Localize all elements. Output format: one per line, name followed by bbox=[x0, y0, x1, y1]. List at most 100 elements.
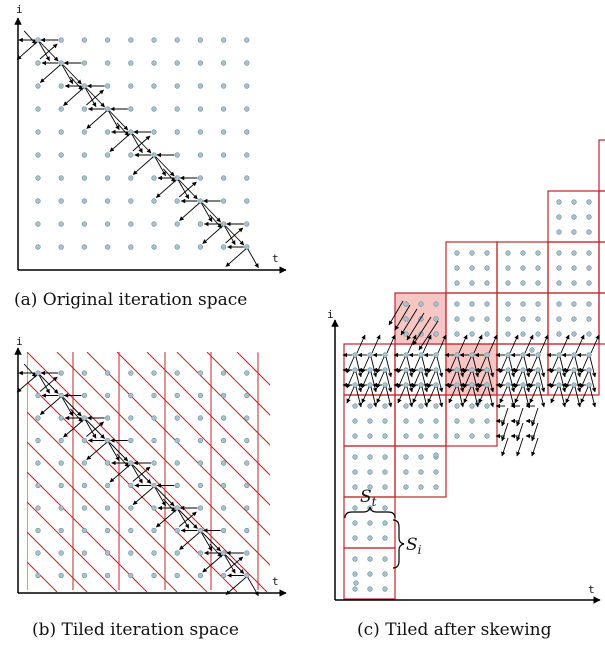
iteration-point bbox=[418, 433, 424, 439]
iteration-point bbox=[403, 316, 409, 322]
iteration-point bbox=[81, 572, 87, 579]
panel-b-tile-boundaries bbox=[27, 352, 270, 592]
dependence-arrow bbox=[457, 356, 465, 378]
dependence-arrow bbox=[39, 43, 58, 60]
tile-diagonal-boundary bbox=[146, 352, 270, 592]
iteration-point bbox=[35, 505, 41, 511]
iteration-point bbox=[35, 221, 41, 227]
iteration-point bbox=[367, 403, 373, 409]
iteration-point bbox=[81, 505, 87, 511]
iteration-point bbox=[35, 550, 41, 556]
iteration-point bbox=[104, 415, 111, 421]
iteration-point bbox=[174, 415, 180, 421]
iteration-point bbox=[367, 352, 373, 358]
iteration-point bbox=[58, 60, 64, 66]
iteration-point bbox=[244, 482, 250, 489]
iteration-point bbox=[382, 520, 388, 526]
iteration-point bbox=[484, 433, 490, 439]
iteration-point bbox=[174, 437, 180, 444]
iteration-point bbox=[244, 106, 250, 112]
iteration-point bbox=[571, 229, 577, 235]
iteration-point bbox=[128, 460, 134, 466]
iteration-point bbox=[244, 505, 250, 511]
iteration-point bbox=[104, 198, 111, 204]
dependence-arrow bbox=[370, 356, 378, 378]
dependence-arrow bbox=[385, 386, 393, 408]
iteration-point bbox=[367, 535, 373, 541]
iteration-point bbox=[58, 460, 64, 466]
dependence-arrow bbox=[421, 356, 429, 378]
iteration-point bbox=[197, 370, 203, 376]
dependence-arrow bbox=[407, 334, 417, 354]
iteration-point bbox=[571, 331, 577, 337]
dependence-arrow bbox=[400, 308, 418, 336]
iteration-point bbox=[221, 550, 227, 556]
iteration-point bbox=[556, 250, 562, 256]
panel-c-tiled-after-skewing: i t St Si bbox=[327, 139, 605, 604]
iteration-point bbox=[174, 60, 180, 66]
dependence-arrow bbox=[538, 386, 546, 408]
iteration-point bbox=[58, 221, 64, 227]
iteration-point bbox=[505, 316, 511, 322]
dependence-arrow bbox=[531, 422, 539, 442]
dependence-arrow bbox=[177, 509, 190, 529]
iteration-point bbox=[81, 129, 87, 135]
iteration-point bbox=[484, 418, 490, 424]
dependence-arrow bbox=[16, 374, 38, 393]
iteration-point bbox=[197, 437, 203, 444]
dependence-arrow bbox=[109, 442, 129, 462]
iteration-point bbox=[352, 586, 358, 592]
panel-c-y-axis-label: i bbox=[327, 308, 334, 321]
dependence-arrow bbox=[116, 453, 130, 468]
iteration-point bbox=[221, 221, 227, 227]
iteration-point bbox=[58, 505, 64, 511]
iteration-point bbox=[484, 367, 490, 373]
iteration-point bbox=[128, 106, 134, 112]
tile-diagonal-boundary bbox=[116, 352, 270, 592]
iteration-point bbox=[352, 505, 358, 511]
iteration-point bbox=[367, 454, 373, 460]
iteration-point bbox=[151, 106, 157, 112]
dependence-arrow bbox=[109, 133, 131, 152]
iteration-point bbox=[81, 221, 87, 227]
iteration-point bbox=[556, 265, 562, 271]
iteration-point bbox=[454, 265, 460, 271]
iteration-point bbox=[128, 60, 134, 66]
dependence-arrow bbox=[132, 156, 154, 175]
iteration-point bbox=[352, 469, 358, 475]
iteration-point bbox=[535, 301, 541, 307]
dependence-arrow bbox=[155, 487, 175, 507]
iteration-point bbox=[58, 550, 64, 556]
iteration-point bbox=[221, 244, 227, 250]
dependence-arrow bbox=[39, 64, 61, 83]
dependence-arrow bbox=[560, 334, 570, 354]
iteration-point bbox=[151, 83, 157, 89]
iteration-point bbox=[469, 265, 475, 271]
iteration-point bbox=[586, 214, 592, 220]
iteration-point bbox=[469, 403, 475, 409]
iteration-point bbox=[104, 175, 111, 181]
iteration-point bbox=[35, 244, 41, 250]
iteration-point bbox=[104, 505, 111, 511]
panel-b-points bbox=[35, 370, 250, 579]
iteration-point bbox=[433, 367, 439, 373]
tile-diagonal-boundary bbox=[27, 352, 118, 592]
iteration-point bbox=[197, 175, 203, 181]
panel-a-original-iteration-space: i t bbox=[14, 3, 287, 274]
dependence-arrow bbox=[209, 214, 222, 229]
dependence-arrow bbox=[23, 30, 37, 45]
iteration-point bbox=[586, 367, 592, 373]
iteration-point bbox=[352, 352, 358, 358]
iteration-point bbox=[35, 175, 41, 181]
iteration-point bbox=[35, 460, 41, 466]
iteration-point bbox=[128, 221, 134, 227]
dependence-arrow bbox=[501, 407, 509, 427]
iteration-point bbox=[174, 106, 180, 112]
iteration-point bbox=[174, 572, 180, 579]
dependence-arrow bbox=[422, 334, 432, 354]
panel-c-x-axis-label: t bbox=[588, 583, 595, 596]
iteration-point bbox=[197, 129, 203, 135]
iteration-point bbox=[454, 352, 460, 358]
iteration-point bbox=[529, 347, 535, 353]
dependence-arrow bbox=[132, 466, 151, 482]
